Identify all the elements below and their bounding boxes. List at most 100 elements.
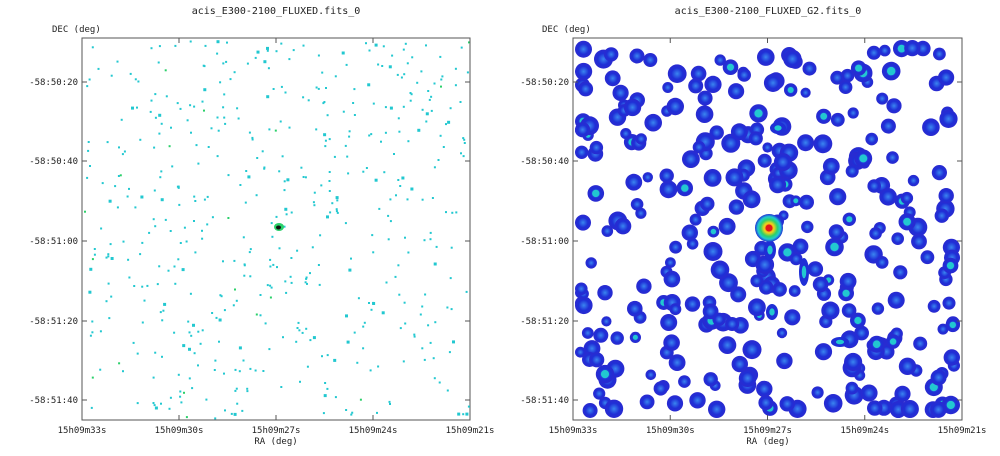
smoothed-blob bbox=[779, 396, 795, 412]
photon-pixel bbox=[90, 406, 93, 409]
bright-source bbox=[274, 223, 284, 231]
photon-pixel bbox=[425, 44, 427, 47]
photon-pixel bbox=[324, 382, 327, 384]
photon-pixel bbox=[234, 389, 237, 392]
photon-pixel bbox=[341, 51, 345, 55]
photon-pixel bbox=[116, 206, 119, 209]
y-ticks: -58:50:20 -58:50:40 -58:51:00 -58:51:20 -58:… bbox=[520, 78, 962, 406]
photon-pixel bbox=[233, 259, 236, 262]
smoothed-blob bbox=[635, 133, 647, 145]
photon-pixel bbox=[235, 299, 238, 302]
photon-pixel bbox=[374, 178, 378, 182]
photon-pixel bbox=[167, 269, 170, 272]
photon-pixel bbox=[136, 352, 139, 355]
panel-title: acis_E300-2100_FLUXED_G2.fits_0 bbox=[675, 6, 862, 17]
photon-pixel bbox=[176, 102, 179, 105]
photon-pixel bbox=[351, 411, 354, 414]
smoothed-blob bbox=[893, 265, 908, 280]
photon-pixel bbox=[388, 400, 391, 403]
y-tick-label: -58:51:00 bbox=[29, 237, 78, 247]
blob-core bbox=[855, 64, 863, 72]
photon-pixel bbox=[266, 49, 269, 52]
smoothed-blob bbox=[730, 123, 748, 141]
photon-pixel bbox=[275, 215, 278, 218]
photon-pixel bbox=[326, 354, 329, 357]
y-tick-label: -58:51:00 bbox=[520, 237, 569, 247]
photon-pixel bbox=[365, 42, 367, 45]
photon-pixel bbox=[429, 238, 432, 241]
photon-pixel bbox=[368, 49, 371, 52]
photon-pixel bbox=[288, 126, 291, 129]
photon-pixel bbox=[407, 140, 410, 143]
photon-pixel bbox=[248, 131, 251, 134]
photon-pixel bbox=[132, 341, 135, 344]
photon-pixel bbox=[230, 412, 233, 415]
smoothed-blob bbox=[625, 173, 643, 191]
photon-pixel bbox=[344, 144, 347, 147]
photon-pixel bbox=[333, 155, 336, 158]
photon-pixel bbox=[384, 106, 387, 109]
photon-pixel bbox=[109, 243, 112, 246]
x-ticks: 15h09m33s 15h09m30s 15h09m27s 15h09m24s 15h0… bbox=[549, 38, 986, 436]
photon-pixel bbox=[116, 60, 119, 63]
smoothed-blob bbox=[788, 285, 801, 297]
smoothed-blob bbox=[660, 314, 678, 331]
photon-pixel bbox=[325, 87, 327, 89]
photon-pixel bbox=[141, 285, 144, 288]
x-tick-label: 15h09m21s bbox=[446, 426, 495, 436]
photon-pixel bbox=[449, 277, 452, 280]
smoothed-blob bbox=[938, 69, 955, 86]
photon-pixel bbox=[217, 129, 220, 132]
photon-pixel bbox=[315, 128, 318, 131]
photon-pixel bbox=[169, 230, 172, 232]
smoothed-blob bbox=[865, 132, 878, 146]
smoothed-blob bbox=[663, 270, 681, 288]
smoothed-blob bbox=[731, 355, 748, 373]
photon-pixel bbox=[190, 334, 193, 337]
photon-pixel bbox=[91, 331, 94, 334]
photon-pixel bbox=[206, 223, 209, 226]
x-tick-label: 15h09m27s bbox=[743, 426, 792, 436]
smoothed-blob bbox=[866, 45, 881, 60]
photon-pixel bbox=[389, 403, 391, 405]
photon-pixel bbox=[440, 85, 442, 88]
smoothed-blob bbox=[695, 105, 714, 123]
plot-area bbox=[81, 37, 471, 421]
photon-pixel bbox=[183, 391, 185, 394]
photon-pixel bbox=[225, 60, 228, 63]
blob-core bbox=[949, 321, 956, 329]
smoothed-blob bbox=[668, 354, 686, 371]
photon-pixel bbox=[91, 376, 94, 379]
photon-pixel bbox=[468, 41, 470, 44]
smoothed-blob bbox=[710, 260, 730, 280]
photon-pixel bbox=[173, 265, 176, 268]
photon-pixel bbox=[433, 262, 437, 266]
bright-source-core bbox=[276, 225, 281, 230]
smoothed-blob bbox=[900, 400, 919, 418]
smoothed-blob bbox=[880, 118, 896, 134]
blob-core bbox=[754, 109, 763, 118]
photon-pixel bbox=[197, 162, 200, 165]
x-tick-label: 15h09m24s bbox=[840, 426, 889, 436]
smoothed-blob bbox=[663, 334, 680, 352]
photon-pixel bbox=[305, 327, 308, 330]
photon-pixel bbox=[312, 201, 315, 204]
smoothed-blob bbox=[681, 224, 698, 241]
photon-pixel bbox=[168, 407, 171, 410]
smoothed-blob bbox=[769, 176, 787, 194]
panel-title: acis_E300-2100_FLUXED.fits_0 bbox=[192, 6, 361, 17]
photon-pixel bbox=[164, 69, 167, 72]
photon-pixel bbox=[305, 277, 308, 280]
photon-pixel bbox=[162, 309, 165, 312]
photon-pixel bbox=[222, 260, 224, 263]
smoothed-blob bbox=[612, 84, 629, 101]
photon-pixel bbox=[105, 300, 108, 303]
smoothed-blob bbox=[575, 296, 593, 315]
smoothed-blob bbox=[773, 153, 792, 172]
photon-pixel bbox=[420, 70, 423, 73]
photon-pixel bbox=[402, 360, 405, 363]
photon-pixel bbox=[345, 63, 348, 66]
smoothed-blob bbox=[689, 213, 702, 226]
photon-pixel bbox=[285, 213, 288, 216]
blob-core bbox=[889, 338, 897, 345]
